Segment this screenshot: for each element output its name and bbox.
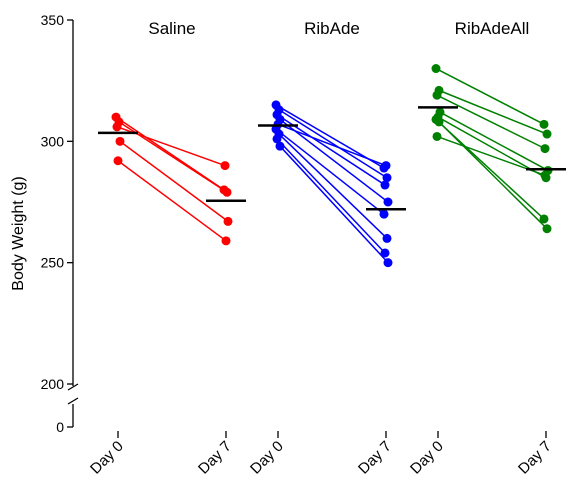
- y-axis-break-mark: [67, 397, 79, 405]
- paired-line: [437, 116, 547, 179]
- day7-point: [383, 258, 393, 268]
- day7-point: [381, 161, 391, 171]
- day0-point: [113, 156, 123, 166]
- day0-point: [434, 117, 444, 127]
- x-tick-label: Day 0: [87, 438, 127, 478]
- day0-point: [432, 90, 442, 100]
- paired-line: [276, 138, 386, 254]
- x-tick-label: Day 0: [247, 438, 287, 478]
- paired-line: [278, 109, 388, 179]
- day0-point: [432, 131, 442, 141]
- day7-point: [382, 233, 392, 243]
- paired-line: [117, 160, 227, 242]
- day7-point: [383, 197, 393, 207]
- paired-line: [279, 145, 389, 264]
- y-tick-label: 300: [41, 133, 65, 149]
- x-tick-label: Day 7: [195, 438, 235, 478]
- group-title: RibAdeAll: [455, 19, 530, 38]
- group-title: RibAde: [304, 19, 360, 38]
- plot-marks: [98, 64, 566, 268]
- day7-point: [220, 161, 230, 171]
- y-axis-break-mark: [67, 383, 79, 391]
- day7-point: [542, 129, 552, 139]
- paired-line: [438, 89, 548, 135]
- paired-line: [279, 118, 389, 203]
- paired-line: [277, 123, 387, 167]
- x-tick-label: Day 7: [515, 438, 555, 478]
- day7-point: [380, 248, 390, 258]
- y-tick-label: 0: [56, 419, 64, 435]
- paired-line: [275, 128, 385, 215]
- y-tick-label: 250: [41, 255, 65, 271]
- group-title: Saline: [148, 19, 195, 38]
- day0-point: [112, 122, 122, 132]
- y-axis-title: Body Weight (g): [10, 176, 27, 290]
- paired-line: [436, 94, 546, 150]
- day0-point: [275, 141, 285, 151]
- day7-point: [379, 209, 389, 219]
- day7-point: [380, 180, 390, 190]
- paired-line: [435, 67, 545, 126]
- day7-point: [540, 170, 550, 180]
- day0-point: [115, 136, 125, 146]
- day7-point: [540, 144, 550, 154]
- paired-line: [278, 133, 388, 239]
- y-tick-label: 350: [41, 12, 65, 28]
- paired-line: [439, 111, 549, 172]
- y-tick-label: 200: [41, 376, 65, 392]
- y-axis: [67, 19, 547, 438]
- paired-line: [119, 140, 229, 223]
- paired-line: [438, 121, 548, 230]
- x-tick-label: Day 7: [355, 438, 395, 478]
- day0-point: [272, 134, 282, 144]
- day7-point: [539, 119, 549, 129]
- day0-point: [431, 64, 441, 74]
- day7-point: [222, 187, 232, 197]
- x-tick-label: Day 0: [407, 438, 447, 478]
- day7-point: [539, 214, 549, 224]
- day7-point: [542, 224, 552, 234]
- chart-labels: 0 200 250 300 350 Body Weight (g) Day 0 Day 7 Da…: [10, 12, 555, 478]
- day7-point: [223, 216, 233, 226]
- day7-point: [382, 173, 392, 183]
- day7-point: [221, 236, 231, 246]
